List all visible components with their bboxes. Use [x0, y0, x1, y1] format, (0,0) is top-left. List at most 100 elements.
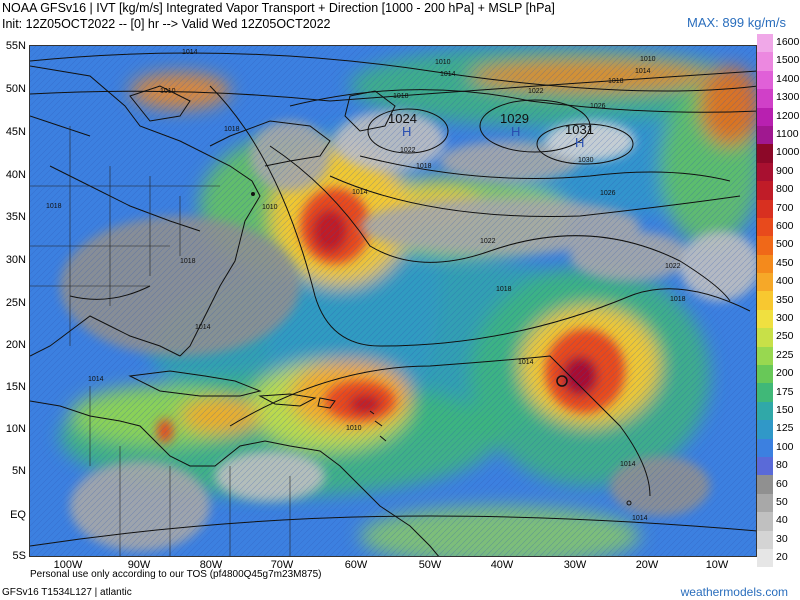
lat-label: 25N — [5, 297, 26, 309]
isobar-label: 1014 — [88, 376, 104, 383]
colorbar-swatch — [757, 125, 773, 145]
colorbar-label: 1200 — [776, 109, 800, 122]
colorbar-swatch — [757, 346, 773, 366]
colorbar-swatch — [757, 475, 773, 494]
colorbar-swatch — [757, 34, 773, 53]
init-valid-time: Init: 12Z05OCT2022 -- [0] hr --> Valid W… — [2, 17, 331, 31]
colorbar-swatch — [757, 144, 773, 163]
lon-label: 20W — [635, 559, 659, 571]
lon-label: 70W — [270, 559, 294, 571]
lon-label: 40W — [490, 559, 514, 571]
isobar-label: 1030 — [578, 157, 594, 164]
colorbar-swatch — [757, 291, 773, 310]
colorbar-label: 1600 — [776, 36, 800, 48]
colorbar-label: 80 — [776, 459, 788, 472]
colorbar-label: 1300 — [776, 91, 800, 104]
isobar-label: 1014 — [635, 68, 651, 75]
lat-label: 30N — [5, 254, 26, 266]
colorbar-label: 50 — [776, 496, 788, 508]
colorbar-swatch — [757, 328, 773, 347]
high-pressure-value: 1029 — [500, 111, 529, 126]
site-link[interactable]: weathermodels.com — [680, 585, 788, 599]
isobar-label: 1014 — [195, 324, 211, 331]
isobar-label: 1014 — [632, 515, 648, 522]
colorbar-swatch — [757, 107, 773, 126]
isobar-label: 1022 — [400, 147, 416, 154]
isobar-label: 1026 — [600, 190, 616, 197]
isobar-label: 1018 — [180, 258, 196, 265]
lon-label: 50W — [418, 559, 442, 571]
isobar-label: 1014 — [352, 189, 368, 196]
lat-label: 10N — [5, 423, 26, 435]
lat-label: 40N — [5, 169, 26, 181]
lat-label: 35N — [5, 211, 26, 223]
colorbar-label: 100 — [776, 440, 794, 453]
isobar-label: 1018 — [46, 203, 62, 210]
colorbar-swatch — [757, 548, 773, 568]
map-canvas: 1014 1010 1014 1010 1014 1018 1022 1026 … — [30, 46, 756, 556]
tos-notice: Personal use only according to our TOS (… — [30, 569, 322, 580]
lat-label: 5N — [11, 465, 26, 477]
lon-label: 100W — [53, 559, 83, 571]
colorbar-swatch — [757, 309, 773, 329]
lat-label: 45N — [5, 126, 26, 138]
colorbar-swatch — [757, 401, 773, 421]
colorbar-label: 60 — [776, 477, 788, 490]
colorbar-swatch — [757, 530, 773, 549]
colorbar-swatch — [757, 438, 773, 457]
isobar-label: 1010 — [435, 59, 451, 66]
colorbar-label: 400 — [776, 275, 794, 288]
colorbar-label: 600 — [776, 220, 794, 232]
colorbar-swatch — [757, 420, 773, 439]
lat-label: EQ — [10, 509, 26, 521]
colorbar-swatch — [757, 217, 773, 237]
colorbar-swatch — [757, 273, 773, 292]
lon-label: 90W — [127, 559, 151, 571]
colorbar-label: 900 — [776, 164, 794, 177]
high-pressure-symbol: H — [575, 135, 584, 150]
isobar-label: 1010 — [262, 204, 278, 211]
colorbar-swatch — [757, 456, 773, 476]
colorbar-label: 1000 — [776, 146, 800, 159]
lat-label: 50N — [5, 83, 26, 95]
lon-label: 10W — [705, 559, 729, 571]
isobar-label: 1018 — [670, 296, 686, 303]
ivt-map[interactable]: 1014 1010 1014 1010 1014 1018 1022 1026 … — [29, 45, 757, 557]
isobar-label: 1022 — [528, 88, 544, 95]
isobar-label: 1010 — [160, 88, 176, 95]
colorbar-label: 300 — [776, 312, 794, 324]
colorbar-swatch — [757, 162, 773, 182]
colorbar-label: 225 — [776, 348, 794, 361]
isobar-label: 1022 — [480, 238, 496, 245]
isobar-label: 1018 — [224, 126, 240, 133]
colorbar-swatch — [757, 493, 773, 513]
isobar-label: 1022 — [665, 263, 681, 270]
colorbar-label: 1500 — [776, 54, 800, 67]
colorbar-label: 1400 — [776, 72, 800, 85]
lon-label: 60W — [344, 559, 368, 571]
colorbar-label: 30 — [776, 532, 788, 545]
colorbar-label: 200 — [776, 367, 794, 380]
colorbar-swatch — [757, 70, 773, 90]
isobar-label: 1014 — [518, 359, 534, 366]
colorbar-label: 125 — [776, 422, 794, 435]
lon-label: 80W — [199, 559, 223, 571]
colorbar-swatch — [757, 199, 773, 218]
lat-label: 5S — [12, 550, 26, 562]
colorbar-swatch — [757, 383, 773, 402]
high-pressure-value: 1031 — [565, 122, 594, 137]
isobar-label: 1018 — [608, 78, 624, 85]
high-pressure-symbol: H — [402, 124, 411, 139]
max-ivt-label: MAX: 899 kg/m/s — [687, 15, 786, 30]
lat-label: 20N — [5, 339, 26, 351]
lat-label: 55N — [5, 40, 26, 52]
colorbar-label: 500 — [776, 238, 794, 251]
colorbar-label: 250 — [776, 330, 794, 343]
colorbar-swatch — [757, 181, 773, 200]
lat-label: 15N — [5, 381, 26, 393]
colorbar-label: 20 — [776, 551, 788, 564]
colorbar-label: 800 — [776, 183, 794, 196]
lon-label: 30W — [563, 559, 587, 571]
colorbar-label: 450 — [776, 256, 794, 269]
colorbar-swatch — [757, 89, 773, 108]
